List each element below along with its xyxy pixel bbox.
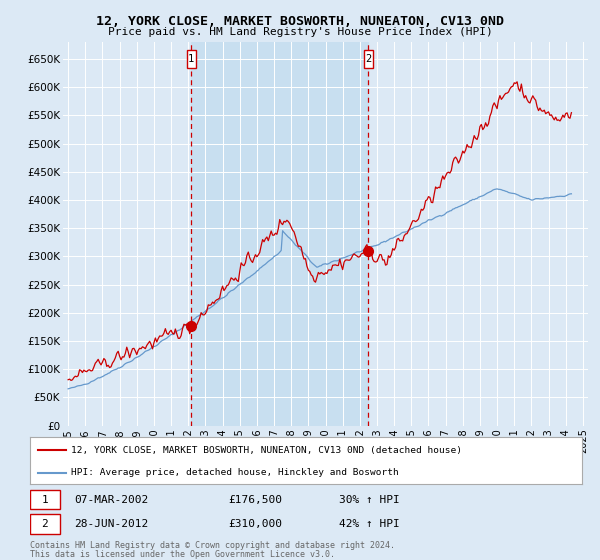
Text: £310,000: £310,000 bbox=[229, 519, 283, 529]
Text: This data is licensed under the Open Government Licence v3.0.: This data is licensed under the Open Gov… bbox=[30, 550, 335, 559]
Text: 2: 2 bbox=[41, 519, 48, 529]
FancyBboxPatch shape bbox=[364, 50, 373, 68]
Text: Contains HM Land Registry data © Crown copyright and database right 2024.: Contains HM Land Registry data © Crown c… bbox=[30, 541, 395, 550]
Text: 1: 1 bbox=[41, 494, 48, 505]
Text: 12, YORK CLOSE, MARKET BOSWORTH, NUNEATON, CV13 0ND: 12, YORK CLOSE, MARKET BOSWORTH, NUNEATO… bbox=[96, 15, 504, 27]
Text: 07-MAR-2002: 07-MAR-2002 bbox=[74, 494, 148, 505]
Text: 2: 2 bbox=[365, 54, 371, 64]
Text: 1: 1 bbox=[188, 54, 194, 64]
Text: 12, YORK CLOSE, MARKET BOSWORTH, NUNEATON, CV13 0ND (detached house): 12, YORK CLOSE, MARKET BOSWORTH, NUNEATO… bbox=[71, 446, 463, 455]
Text: £176,500: £176,500 bbox=[229, 494, 283, 505]
Text: 28-JUN-2012: 28-JUN-2012 bbox=[74, 519, 148, 529]
FancyBboxPatch shape bbox=[30, 489, 61, 510]
FancyBboxPatch shape bbox=[30, 514, 61, 534]
Text: Price paid vs. HM Land Registry's House Price Index (HPI): Price paid vs. HM Land Registry's House … bbox=[107, 27, 493, 37]
Bar bbox=[191, 42, 368, 426]
Text: 30% ↑ HPI: 30% ↑ HPI bbox=[339, 494, 400, 505]
Text: HPI: Average price, detached house, Hinckley and Bosworth: HPI: Average price, detached house, Hinc… bbox=[71, 468, 399, 477]
FancyBboxPatch shape bbox=[187, 50, 196, 68]
Text: 42% ↑ HPI: 42% ↑ HPI bbox=[339, 519, 400, 529]
